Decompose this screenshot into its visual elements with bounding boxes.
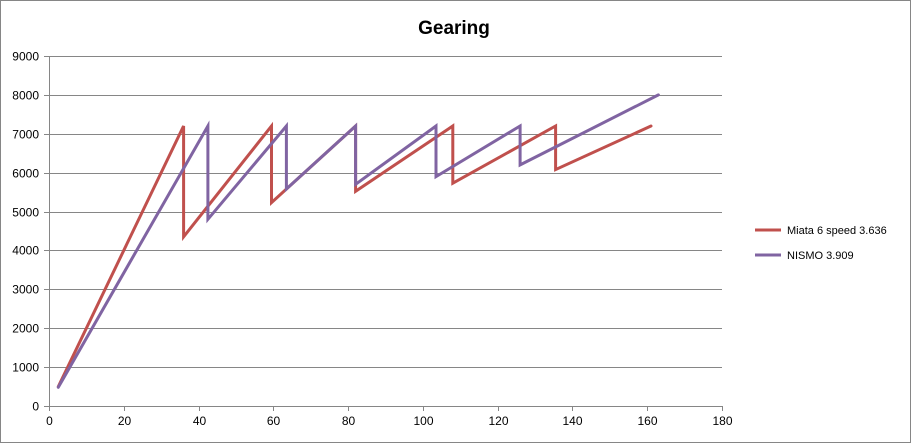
legend-label: NISMO 3.909	[787, 250, 854, 262]
chart-title: Gearing	[418, 18, 490, 39]
x-tick-label: 160	[637, 414, 657, 428]
x-tick-label: 0	[46, 414, 53, 428]
y-tick-label: 8000	[12, 89, 39, 103]
gridlines	[49, 56, 722, 368]
series-line-nismo	[56, 93, 660, 389]
y-tick-label: 5000	[12, 206, 39, 220]
x-tick-label: 60	[267, 414, 281, 428]
y-tick-label: 2000	[12, 322, 39, 336]
y-tick-label: 4000	[12, 244, 39, 258]
x-tick-label: 140	[562, 414, 582, 428]
x-tick-label: 120	[488, 414, 508, 428]
axes: 0 1000 2000 3000 4000 5000 6000 7000 8000 9000 0 20…	[12, 50, 733, 429]
legend-label: Miata 6 speed 3.636	[787, 225, 887, 237]
y-tick-label: 1000	[12, 361, 39, 375]
x-tick-label: 80	[342, 414, 356, 428]
x-tick-label: 20	[118, 414, 132, 428]
y-tick-label: 0	[32, 400, 39, 414]
y-tick-label: 9000	[12, 50, 39, 64]
series-lines	[56, 93, 660, 389]
x-tick-label: 40	[193, 414, 207, 428]
legend: Miata 6 speed 3.636 NISMO 3.909	[755, 225, 887, 262]
x-tick-label: 100	[413, 414, 433, 428]
x-tick-label: 180	[712, 414, 732, 428]
y-tick-label: 6000	[12, 167, 39, 181]
y-tick-label: 3000	[12, 283, 39, 297]
y-tick-label: 7000	[12, 128, 39, 142]
